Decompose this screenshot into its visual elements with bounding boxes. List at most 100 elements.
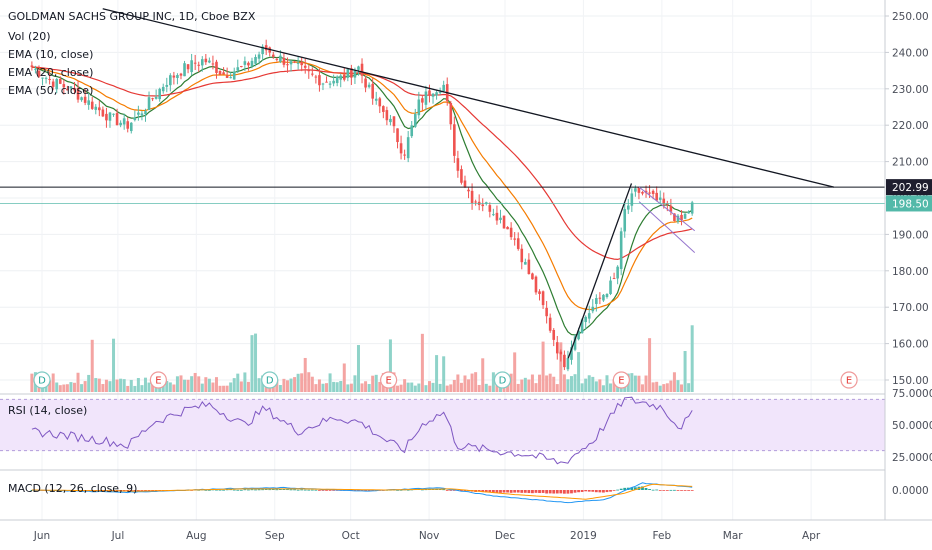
time-tick-label: Jul: [111, 530, 125, 542]
candle-body: [154, 97, 158, 99]
volume-bar: [612, 379, 616, 392]
volume-bar: [523, 377, 527, 392]
macd-histogram-bar: [502, 490, 506, 493]
volume-bar: [257, 378, 261, 392]
volume-bar: [275, 379, 279, 392]
candle-body: [279, 55, 282, 62]
volume-bar: [491, 372, 495, 392]
candle-body: [122, 118, 126, 125]
macd-histogram-bar: [396, 489, 399, 491]
macd-histogram-bar: [623, 487, 627, 490]
macd-histogram-bar: [215, 489, 218, 491]
event-circle: [493, 371, 512, 389]
volume-bar: [690, 325, 694, 392]
event-label: D: [38, 376, 46, 387]
event-label: E: [155, 376, 161, 387]
price-tick-label: 220.00: [892, 120, 929, 132]
volume-bar: [541, 341, 545, 392]
candle-body: [98, 107, 101, 111]
time-tick-label: Mar: [723, 530, 743, 542]
candle-body: [129, 122, 133, 132]
macd-histogram-bar: [491, 490, 495, 493]
volume-bar: [300, 373, 304, 392]
volume-bar: [285, 380, 289, 392]
macd-histogram-bar: [591, 490, 595, 492]
event-marker-e[interactable]: E: [840, 371, 858, 389]
volume-bar: [605, 375, 609, 392]
volume-bar: [559, 342, 563, 392]
candle-body: [669, 205, 673, 212]
candle-body: [534, 276, 538, 293]
candle-body: [218, 70, 222, 75]
volume-bar: [569, 376, 573, 392]
volume-bar: [314, 384, 318, 392]
candle-body: [410, 125, 414, 137]
price-tick-label: 150.00: [892, 375, 929, 387]
time-tick-label: Dec: [495, 530, 516, 542]
event-marker-d[interactable]: D: [493, 371, 512, 389]
macd-histogram-bar: [463, 490, 467, 492]
time-tick-label: Apr: [802, 530, 821, 542]
candle-body: [200, 59, 204, 66]
volume-bar: [360, 383, 364, 392]
event-marker-e[interactable]: E: [612, 371, 630, 389]
macd-histogram-bar: [577, 490, 580, 493]
candle-body: [211, 63, 215, 65]
volume-bar: [470, 373, 474, 392]
volume-bar: [662, 384, 666, 392]
candle-body: [570, 347, 573, 360]
event-marker-d[interactable]: D: [33, 371, 51, 389]
event-marker-e[interactable]: E: [149, 371, 167, 389]
volume-bar: [371, 375, 375, 392]
volume-bar: [520, 379, 524, 392]
macd-histogram-bar: [460, 490, 463, 492]
volume-bar: [396, 385, 400, 392]
candle-body: [389, 118, 392, 123]
candle-body: [37, 70, 41, 77]
macd-histogram-bar: [332, 490, 336, 491]
price-tick-label: 250.00: [892, 11, 929, 23]
event-marker-e[interactable]: E: [380, 371, 398, 389]
candle-body: [350, 68, 353, 78]
candle-body: [179, 73, 183, 76]
volume-bar: [193, 372, 197, 392]
volume-bar: [94, 378, 98, 392]
rsi-panel: [0, 393, 885, 465]
volume-bar: [388, 339, 392, 392]
event-label: E: [846, 376, 852, 387]
macd-histogram-bar: [612, 490, 616, 491]
candle-body: [637, 186, 641, 193]
candle-body: [619, 231, 623, 270]
volume-bar: [211, 382, 215, 392]
candle-body: [399, 143, 403, 154]
volume-bar: [367, 384, 371, 392]
rsi-tick-label: 50.0000: [892, 420, 932, 432]
candle-body: [382, 106, 385, 112]
candle-body: [442, 84, 445, 92]
rsi-title: RSI (14, close): [8, 404, 87, 417]
candle-body: [73, 87, 76, 91]
candle-body: [51, 81, 55, 87]
volume-bar: [143, 377, 147, 392]
candle-body: [492, 214, 495, 216]
candle-body: [321, 83, 325, 85]
volume-bar: [126, 385, 130, 392]
volume-bar: [232, 378, 236, 392]
candle-body: [467, 189, 470, 192]
volume-bar: [310, 376, 314, 392]
volume-bar: [506, 383, 510, 392]
candle-body: [506, 226, 509, 230]
candle-body: [623, 209, 627, 232]
candle-body: [193, 62, 197, 64]
candle-body: [342, 74, 346, 80]
macd-histogram-bar: [495, 490, 499, 493]
event-marker-d[interactable]: D: [261, 371, 279, 389]
volume-bar: [140, 385, 144, 392]
candle-body: [165, 84, 169, 87]
volume-bar: [534, 383, 538, 392]
volume-bar: [438, 383, 442, 392]
volume-bar: [222, 385, 226, 392]
candle-body: [80, 97, 83, 101]
